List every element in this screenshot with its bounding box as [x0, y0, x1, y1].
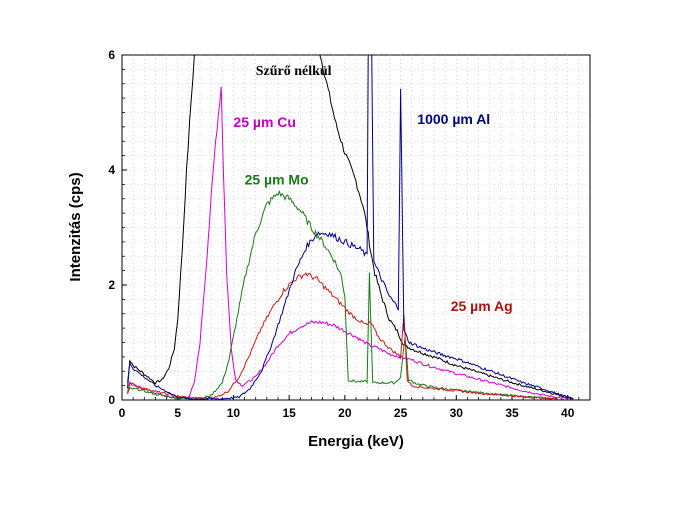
axis-ticks: 0 5 10 15 20 25 30 35 40 0 2 4 6	[108, 48, 580, 420]
x-tick-label: 40	[561, 406, 575, 420]
x-tick-label: 35	[505, 406, 519, 420]
x-tick-label: 10	[227, 406, 241, 420]
series-line-series-1	[127, 86, 568, 400]
annotation-0: Szűrő nélkül	[256, 64, 332, 79]
annotation-4: 25 µm Ag	[451, 298, 513, 314]
series-line-series-0-b	[319, 55, 574, 400]
x-tick-label: 0	[119, 406, 126, 420]
x-tick-label: 15	[282, 406, 296, 420]
series-line-series-4	[127, 55, 574, 400]
y-tick-label: 6	[108, 48, 115, 62]
series-line-series-3	[127, 272, 569, 400]
annotation-2: 25 µm Mo	[245, 171, 309, 187]
x-axis-title: Energia (keV)	[308, 433, 404, 450]
x-tick-label: 30	[450, 406, 464, 420]
x-tick-label: 20	[338, 406, 352, 420]
grid	[122, 55, 590, 400]
annotation-1: 25 µm Cu	[233, 114, 296, 130]
y-tick-label: 4	[108, 163, 115, 177]
annotation-3: 1000 µm Al	[417, 111, 490, 127]
y-tick-label: 0	[108, 393, 115, 407]
series-group	[127, 55, 574, 400]
x-tick-label: 25	[394, 406, 408, 420]
series-line-series-0	[127, 55, 195, 389]
x-tick-label: 5	[174, 406, 181, 420]
annotations: Szűrő nélkül 25 µm Cu 25 µm Mo 1000 µm Al 25…	[233, 64, 512, 314]
y-tick-label: 2	[108, 278, 115, 292]
y-axis-title: Intenzitás (cps)	[67, 172, 84, 281]
